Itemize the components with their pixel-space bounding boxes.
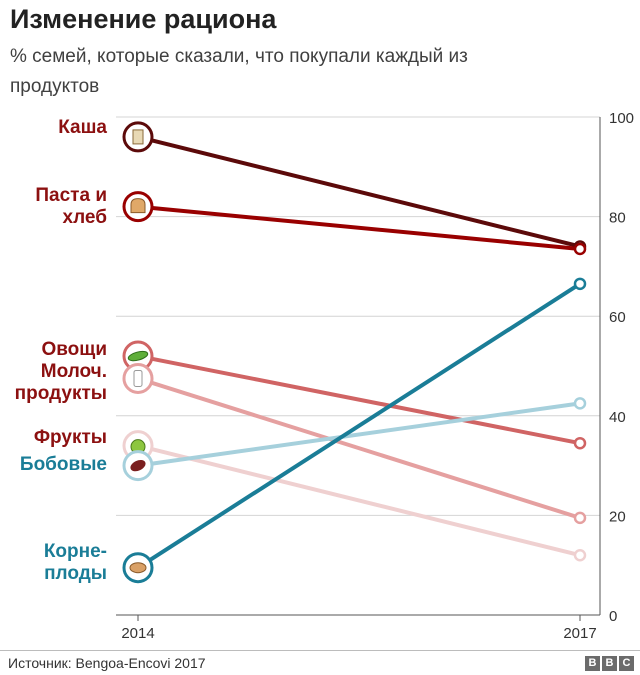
bbc-logo: B B C — [585, 656, 634, 671]
y-tick-label: 100 — [609, 110, 634, 127]
series-line — [138, 207, 580, 249]
series-label-line: Паста и — [35, 185, 107, 206]
y-tick-label: 80 — [609, 210, 626, 227]
series-label-line: плоды — [44, 563, 107, 584]
end-marker — [575, 398, 585, 408]
bbc-logo-letter: C — [619, 656, 634, 671]
y-tick-label: 40 — [609, 409, 626, 426]
series-label-line: Фрукты — [34, 427, 107, 448]
series-label: Корне-плоды — [44, 541, 107, 584]
series-label: Фрукты — [34, 427, 107, 448]
bread-icon — [131, 199, 145, 213]
series-label: Бобовые — [20, 454, 107, 475]
bbc-logo-letter: B — [585, 656, 600, 671]
series-label-line: хлеб — [63, 207, 107, 228]
series-label-line: Молоч. — [41, 361, 107, 382]
source-note: Источник: Bengoa-Encovi 2017 — [8, 655, 206, 671]
end-marker — [575, 513, 585, 523]
series-label-line: Овощи — [41, 339, 107, 360]
cereal-box-icon — [133, 130, 143, 144]
y-tick-label: 20 — [609, 508, 626, 525]
series-line — [138, 137, 580, 247]
series-label: Молоч. продукты — [15, 361, 107, 404]
series-lines — [138, 137, 580, 568]
series-label: Каша — [58, 117, 107, 138]
line-chart: 0 20 40 60 80 100 2014 2017 Каша Паста и хлеб Овощ… — [0, 0, 640, 650]
end-marker — [575, 550, 585, 560]
end-marker — [575, 438, 585, 448]
series-label-line: продукты — [15, 383, 107, 404]
series-label-line: Бобовые — [20, 454, 107, 475]
y-tick-label: 60 — [609, 309, 626, 326]
series-label: Паста и хлеб — [35, 185, 107, 228]
end-marker — [575, 279, 585, 289]
axes: 0 20 40 60 80 100 2014 2017 — [121, 110, 634, 642]
root-vegetable-icon — [130, 563, 146, 573]
series-line — [138, 403, 580, 465]
series-label-line: Каша — [58, 117, 107, 138]
series-line — [138, 284, 580, 568]
x-tick-label: 2014 — [121, 625, 154, 642]
footer-divider — [0, 650, 640, 651]
x-tick-label: 2017 — [563, 625, 596, 642]
series-label: Овощи — [41, 339, 107, 360]
series-label-line: Корне- — [44, 541, 107, 562]
end-marker — [575, 244, 585, 254]
y-tick-label: 0 — [609, 608, 617, 625]
bbc-logo-letter: B — [602, 656, 617, 671]
series-line — [138, 446, 580, 556]
milk-bottle-icon — [134, 370, 142, 386]
